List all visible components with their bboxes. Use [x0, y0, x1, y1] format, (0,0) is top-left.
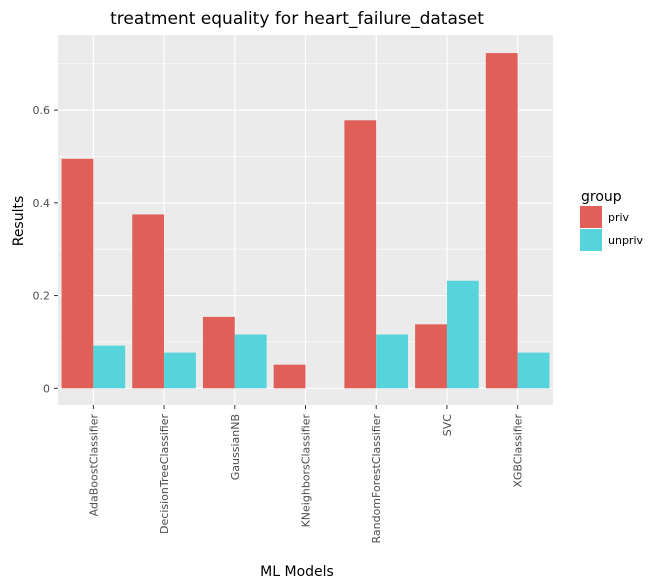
- legend-label-unpriv: unpriv: [608, 234, 644, 247]
- x-axis-title: ML Models: [260, 564, 334, 580]
- bar-unpriv: [376, 334, 409, 389]
- x-tick-label: SVC: [441, 414, 454, 437]
- legend-swatch-priv: [580, 206, 602, 228]
- bar-unpriv: [93, 345, 126, 389]
- y-tick-label: 0: [43, 382, 50, 395]
- bar-unpriv: [234, 334, 267, 389]
- x-tick-label: DecisionTreeClassifier: [158, 414, 171, 534]
- y-tick-label: 0.6: [33, 104, 51, 117]
- bar-priv: [485, 53, 518, 389]
- bar-unpriv: [517, 352, 550, 389]
- legend: group priv unpriv: [580, 189, 644, 251]
- x-tick-label: GaussianNB: [229, 414, 242, 480]
- x-tick-label: RandomForestClassifier: [370, 414, 383, 544]
- y-axis: 0 0.2 0.4 0.6: [33, 104, 58, 395]
- bar-priv: [202, 316, 235, 389]
- legend-swatch-unpriv: [580, 229, 602, 251]
- bar-unpriv: [164, 352, 196, 389]
- bar-priv: [273, 364, 306, 389]
- legend-title: group: [581, 189, 622, 205]
- chart-title: treatment equality for heart_failure_dat…: [110, 9, 484, 29]
- bar-priv: [344, 120, 377, 389]
- legend-label-priv: priv: [608, 211, 630, 224]
- bar-priv: [61, 158, 94, 389]
- y-axis-title: Results: [11, 196, 27, 247]
- bar-priv: [415, 324, 447, 389]
- y-tick-label: 0.2: [33, 290, 51, 303]
- x-tick-label: KNeighborsClassifier: [300, 414, 313, 528]
- x-axis: AdaBoostClassifier DecisionTreeClassifier…: [87, 405, 525, 544]
- x-tick-label: AdaBoostClassifier: [87, 414, 100, 517]
- bar-priv: [132, 214, 165, 389]
- x-tick-label: XGBClassifier: [512, 414, 525, 488]
- bars: [61, 53, 550, 389]
- legend-items: priv unpriv: [580, 206, 644, 251]
- y-tick-label: 0.4: [33, 197, 51, 210]
- bar-unpriv: [446, 280, 479, 389]
